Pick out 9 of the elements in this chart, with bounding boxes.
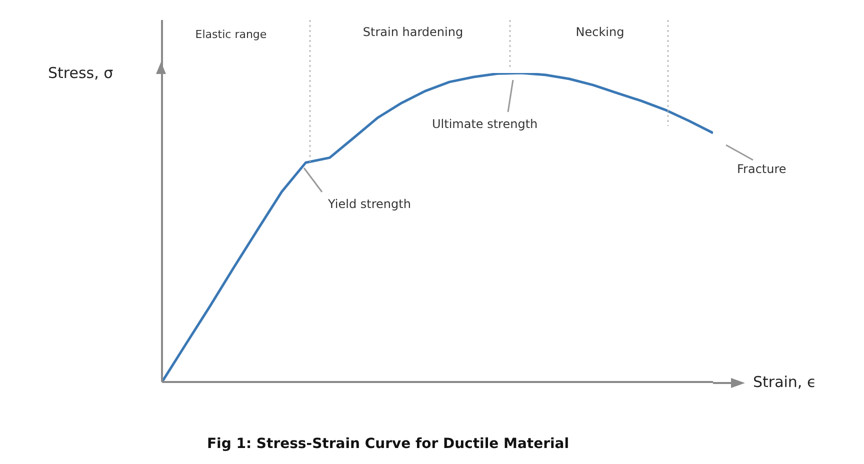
text: Necking [576,25,624,39]
y-axis-title: Stress, σ [48,64,114,82]
caption: Fig 1: Stress-Strain Curve for Ductile Material [206,436,570,452]
annotation: Yield strength [327,197,411,211]
text: Fracture [737,162,786,176]
text: Strain hardening [362,25,464,39]
x-axis-title: Strain, ϵ [753,373,816,391]
text: Elastic range [195,28,267,41]
annotation: Ultimate strength [432,117,538,131]
